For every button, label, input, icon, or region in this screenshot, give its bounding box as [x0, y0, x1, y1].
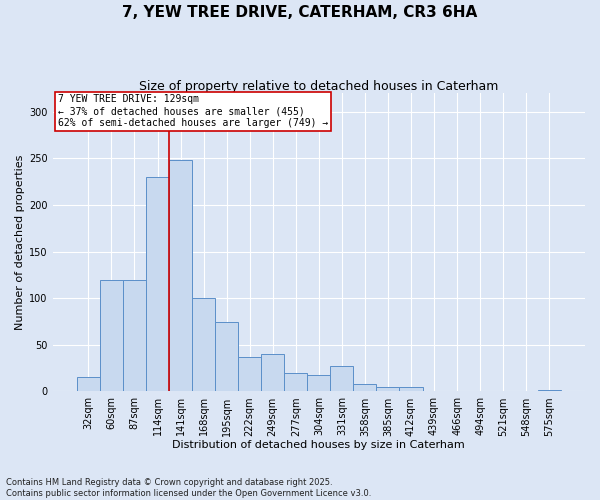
- Bar: [538, 390, 561, 392]
- X-axis label: Distribution of detached houses by size in Caterham: Distribution of detached houses by size …: [172, 440, 465, 450]
- Text: 7, YEW TREE DRIVE, CATERHAM, CR3 6HA: 7, YEW TREE DRIVE, CATERHAM, CR3 6HA: [122, 5, 478, 20]
- Text: Contains HM Land Registry data © Crown copyright and database right 2025.
Contai: Contains HM Land Registry data © Crown c…: [6, 478, 371, 498]
- Bar: [238, 357, 261, 392]
- Bar: [353, 384, 376, 392]
- Bar: [261, 354, 284, 392]
- Bar: [400, 387, 422, 392]
- Bar: [192, 298, 215, 392]
- Title: Size of property relative to detached houses in Caterham: Size of property relative to detached ho…: [139, 80, 499, 93]
- Bar: [284, 373, 307, 392]
- Text: 7 YEW TREE DRIVE: 129sqm
← 37% of detached houses are smaller (455)
62% of semi-: 7 YEW TREE DRIVE: 129sqm ← 37% of detach…: [58, 94, 328, 128]
- Bar: [331, 366, 353, 392]
- Y-axis label: Number of detached properties: Number of detached properties: [15, 154, 25, 330]
- Bar: [376, 387, 400, 392]
- Bar: [77, 378, 100, 392]
- Bar: [215, 322, 238, 392]
- Bar: [123, 280, 146, 392]
- Bar: [100, 280, 123, 392]
- Bar: [169, 160, 192, 392]
- Bar: [307, 374, 331, 392]
- Bar: [146, 177, 169, 392]
